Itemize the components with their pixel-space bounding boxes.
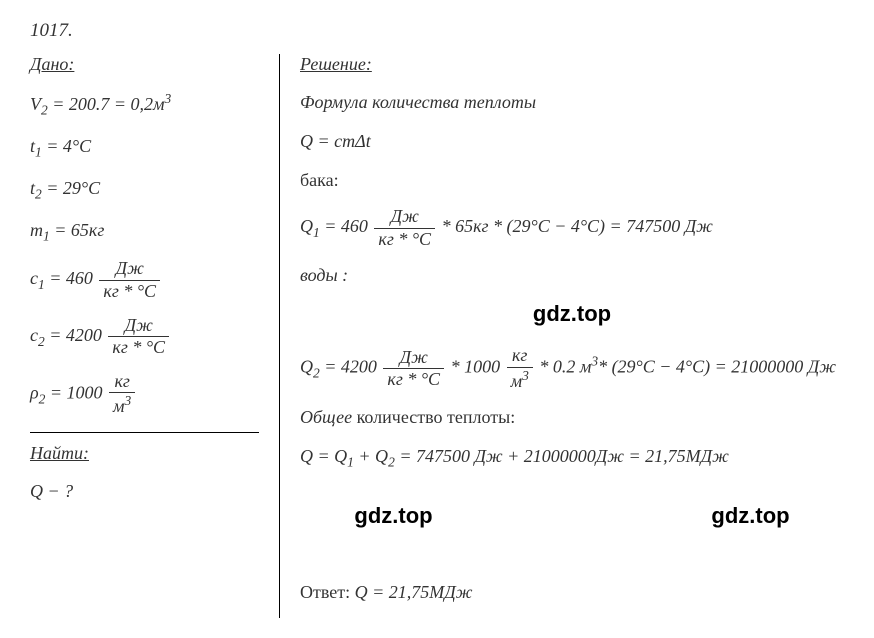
sub: 1: [43, 228, 50, 243]
val: = 29°C: [42, 178, 100, 198]
var: c: [30, 325, 38, 345]
den-sup: 3: [522, 368, 529, 383]
q2-line: Q2 = 4200 Джкг * °C * 1000 кгм3 * 0.2 м 3…: [300, 345, 844, 392]
denominator: кг * °C: [99, 281, 160, 303]
numerator: Дж: [383, 347, 444, 370]
times2: * 0.2 м: [535, 357, 592, 377]
watermark-right: gdz.top: [711, 503, 789, 529]
formula: Q = cmΔt: [300, 128, 844, 155]
eq: = 460: [320, 216, 373, 236]
answer-label: Ответ:: [300, 582, 355, 602]
den-sup: 3: [125, 393, 132, 408]
given-c1: c1 = 460 Джкг * °C: [30, 258, 259, 302]
solution-column: Решение: Формула количества теплоты Q = …: [280, 54, 844, 618]
denominator: м3: [109, 393, 135, 418]
fraction: Джкг * °C: [108, 315, 169, 359]
eq: = 460: [45, 269, 98, 289]
numerator: кг: [109, 371, 135, 394]
eq: = 1000: [45, 382, 107, 402]
var: c: [30, 269, 38, 289]
water-label: воды :: [300, 262, 844, 289]
watermark-row: gdz.top gdz.top: [354, 503, 789, 529]
fraction: Джкг * °C: [374, 206, 435, 250]
tail: * (29°C − 4°C) = 21000000 Дж: [598, 357, 836, 377]
denominator: кг * °C: [383, 369, 444, 391]
rest: * 65кг * (29°C − 4°C) = 747500 Дж: [437, 216, 713, 236]
s2: 2: [388, 455, 395, 470]
sub: 1: [38, 277, 45, 292]
q1-line: Q1 = 460 Джкг * °C * 65кг * (29°C − 4°C)…: [300, 206, 844, 250]
denominator: кг * °C: [108, 337, 169, 359]
numerator: Дж: [108, 315, 169, 338]
divider: [30, 432, 259, 433]
val: = 4°C: [42, 136, 91, 156]
var: V: [30, 94, 41, 114]
pre: Q = Q: [300, 446, 347, 466]
total-label-em: Общее: [300, 407, 352, 427]
val: = 65кг: [50, 220, 105, 240]
times1: * 1000: [446, 357, 505, 377]
sub: 1: [35, 144, 42, 159]
answer-line: Ответ: Q = 21,75МДж: [300, 579, 844, 606]
den-base: м: [511, 371, 523, 391]
given-t1: t1 = 4°C: [30, 133, 259, 163]
var: Q: [300, 357, 313, 377]
fraction: Джкг * °C: [99, 258, 160, 302]
eq: = 4200: [45, 325, 107, 345]
given-rho2: ρ2 = 1000 кгм3: [30, 371, 259, 418]
numerator: Дж: [99, 258, 160, 281]
s1: 1: [347, 455, 354, 470]
given-title: Дано:: [30, 54, 259, 75]
answer-value: Q = 21,75МДж: [355, 582, 473, 602]
fraction: кгм3: [109, 371, 135, 418]
sub: 2: [41, 103, 48, 118]
fraction-1: Джкг * °C: [383, 347, 444, 391]
sup: 3: [165, 91, 172, 106]
given-m1: m1 = 65кг: [30, 217, 259, 247]
var: Q: [300, 216, 313, 236]
given-c2: c2 = 4200 Джкг * °C: [30, 315, 259, 359]
denominator: м3: [507, 368, 533, 393]
find-line: Q − ?: [30, 478, 259, 505]
watermark-center: gdz.top: [300, 301, 844, 327]
sub: 2: [35, 186, 42, 201]
numerator: Дж: [374, 206, 435, 229]
var: m: [30, 220, 43, 240]
mid: + Q: [354, 446, 388, 466]
unit: м: [153, 94, 165, 114]
given-t2: t2 = 29°C: [30, 175, 259, 205]
solution-title: Решение:: [300, 54, 844, 75]
sub: 2: [38, 333, 45, 348]
sub: 1: [313, 225, 320, 240]
problem-number: 1017.: [30, 20, 844, 42]
sub: 2: [313, 366, 320, 381]
watermark-left: gdz.top: [354, 503, 432, 529]
find-title: Найти:: [30, 443, 259, 464]
numerator: кг: [507, 345, 533, 368]
eq: = 4200: [320, 357, 382, 377]
var: ρ: [30, 382, 39, 402]
given-column: Дано: V2 = 200.7 = 0,2м3 t1 = 4°C t2 = 2…: [30, 54, 280, 618]
formula-label: Формула количества теплоты: [300, 89, 844, 116]
denominator: кг * °C: [374, 229, 435, 251]
given-v2: V2 = 200.7 = 0,2м3: [30, 89, 259, 121]
total-label-rest: количество теплоты:: [352, 407, 515, 427]
val: = 200.7 = 0,2: [48, 94, 153, 114]
two-column-layout: Дано: V2 = 200.7 = 0,2м3 t1 = 4°C t2 = 2…: [30, 54, 844, 618]
rest: = 747500 Дж + 21000000Дж = 21,75МДж: [395, 446, 729, 466]
tank-label: бака:: [300, 167, 844, 194]
total-line: Q = Q1 + Q2 = 747500 Дж + 21000000Дж = 2…: [300, 443, 844, 473]
den-base: м: [113, 396, 125, 416]
total-label: Общее количество теплоты:: [300, 404, 844, 431]
fraction-2: кгм3: [507, 345, 533, 392]
